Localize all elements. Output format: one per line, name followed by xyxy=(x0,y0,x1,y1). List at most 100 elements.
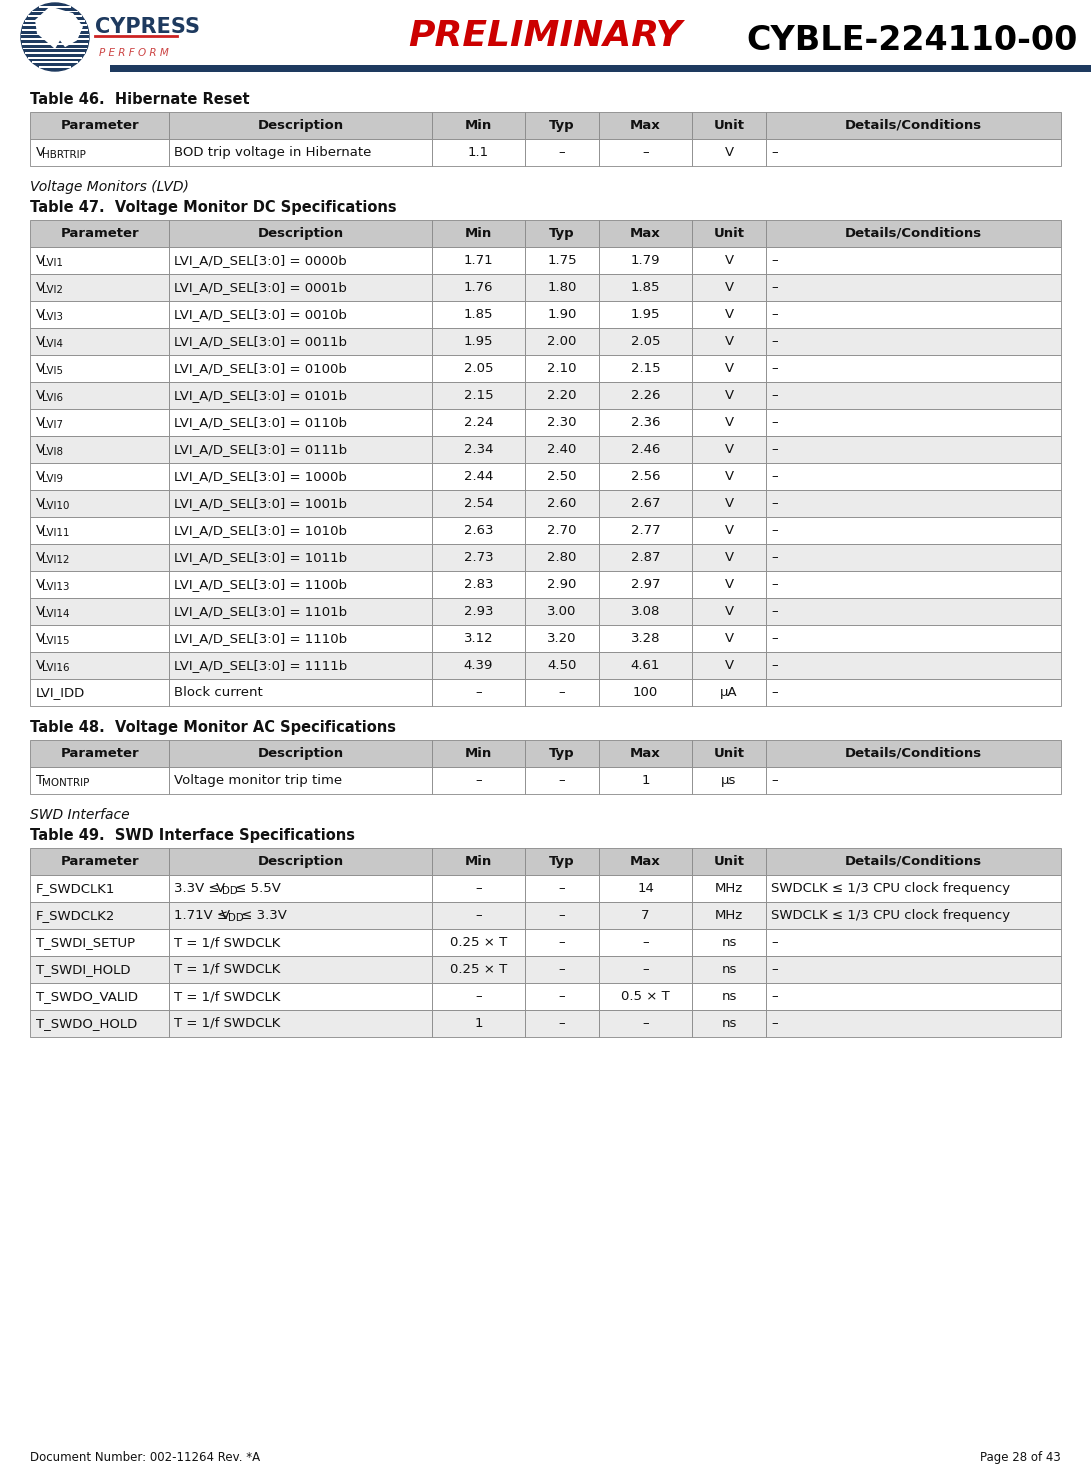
Bar xyxy=(169,517,432,544)
Bar xyxy=(599,464,692,490)
Text: 1.95: 1.95 xyxy=(464,335,493,348)
Bar xyxy=(599,875,692,902)
Bar xyxy=(599,355,692,382)
Bar xyxy=(0,0,1091,78)
Bar xyxy=(599,517,692,544)
Bar xyxy=(22,43,88,44)
Bar xyxy=(169,678,432,706)
Bar xyxy=(432,544,525,572)
Bar xyxy=(169,113,432,139)
Bar xyxy=(599,849,692,875)
Text: V: V xyxy=(724,469,733,483)
Text: Min: Min xyxy=(465,118,492,132)
Text: 14: 14 xyxy=(637,883,654,895)
Bar xyxy=(432,767,525,794)
Text: LVI_A/D_SEL[3:0] = 0010b: LVI_A/D_SEL[3:0] = 0010b xyxy=(175,308,347,321)
Text: 2.70: 2.70 xyxy=(548,524,577,538)
Text: LVI_A/D_SEL[3:0] = 0001b: LVI_A/D_SEL[3:0] = 0001b xyxy=(175,281,347,295)
Text: 2.20: 2.20 xyxy=(548,390,577,401)
Text: Details/Conditions: Details/Conditions xyxy=(846,118,982,132)
Text: LVI_A/D_SEL[3:0] = 0011b: LVI_A/D_SEL[3:0] = 0011b xyxy=(175,335,347,348)
Bar xyxy=(29,849,169,875)
Text: LVI_A/D_SEL[3:0] = 1011b: LVI_A/D_SEL[3:0] = 1011b xyxy=(175,551,347,564)
Bar xyxy=(432,849,525,875)
Bar xyxy=(169,355,432,382)
Text: 2.90: 2.90 xyxy=(548,578,577,591)
Bar xyxy=(525,464,599,490)
Text: 2.83: 2.83 xyxy=(464,578,493,591)
Text: BOD trip voltage in Hibernate: BOD trip voltage in Hibernate xyxy=(175,147,372,158)
Bar xyxy=(169,435,432,464)
Text: 2.40: 2.40 xyxy=(548,443,577,456)
Text: –: – xyxy=(771,443,778,456)
Bar xyxy=(692,625,766,652)
Text: 2.15: 2.15 xyxy=(631,361,660,375)
Bar xyxy=(29,327,169,355)
Text: 2.77: 2.77 xyxy=(631,524,660,538)
Bar xyxy=(599,740,692,767)
Text: V: V xyxy=(36,281,45,295)
Text: V: V xyxy=(36,606,45,618)
Text: –: – xyxy=(771,335,778,348)
Text: V: V xyxy=(36,659,45,672)
Text: V: V xyxy=(724,335,733,348)
Text: LVI14: LVI14 xyxy=(43,609,70,619)
Text: Parameter: Parameter xyxy=(60,855,139,868)
Text: 4.39: 4.39 xyxy=(464,659,493,672)
Bar xyxy=(692,301,766,327)
Bar xyxy=(599,544,692,572)
Text: LVI_A/D_SEL[3:0] = 1001b: LVI_A/D_SEL[3:0] = 1001b xyxy=(175,498,347,509)
Bar xyxy=(29,490,169,517)
Text: LVI_A/D_SEL[3:0] = 1100b: LVI_A/D_SEL[3:0] = 1100b xyxy=(175,578,347,591)
Bar xyxy=(525,382,599,409)
Bar xyxy=(692,327,766,355)
Text: Details/Conditions: Details/Conditions xyxy=(846,746,982,760)
Text: V: V xyxy=(36,524,45,538)
Bar xyxy=(169,572,432,598)
Text: –: – xyxy=(559,1017,565,1029)
Bar xyxy=(432,435,525,464)
Bar xyxy=(525,957,599,983)
Bar xyxy=(29,983,169,1010)
Bar xyxy=(766,849,1062,875)
Text: 4.61: 4.61 xyxy=(631,659,660,672)
Text: LVI1: LVI1 xyxy=(43,258,63,268)
Bar xyxy=(599,327,692,355)
Text: –: – xyxy=(559,989,565,1003)
Bar xyxy=(525,598,599,625)
Bar xyxy=(29,1010,169,1037)
Bar xyxy=(169,247,432,274)
Bar xyxy=(766,572,1062,598)
Text: 2.34: 2.34 xyxy=(464,443,493,456)
Bar xyxy=(692,849,766,875)
Text: V: V xyxy=(724,443,733,456)
Text: V: V xyxy=(36,632,45,646)
Text: SWDCLK ≤ 1/3 CPU clock frequency: SWDCLK ≤ 1/3 CPU clock frequency xyxy=(771,909,1010,923)
Text: 7: 7 xyxy=(642,909,650,923)
Bar xyxy=(525,767,599,794)
Bar xyxy=(29,572,169,598)
Text: T_SWDI_SETUP: T_SWDI_SETUP xyxy=(36,936,135,949)
Text: V: V xyxy=(36,308,45,321)
Text: LVI_A/D_SEL[3:0] = 0111b: LVI_A/D_SEL[3:0] = 0111b xyxy=(175,443,347,456)
Bar xyxy=(766,490,1062,517)
Text: 2.44: 2.44 xyxy=(464,469,493,483)
Text: 3.12: 3.12 xyxy=(464,632,493,646)
Bar xyxy=(29,929,169,957)
Text: LVI9: LVI9 xyxy=(43,474,63,484)
Bar xyxy=(766,652,1062,678)
Bar xyxy=(432,929,525,957)
Bar xyxy=(525,490,599,517)
Text: –: – xyxy=(771,390,778,401)
Bar xyxy=(169,875,432,902)
Bar xyxy=(525,139,599,166)
Bar xyxy=(29,652,169,678)
Bar xyxy=(29,355,169,382)
Text: ≤ 3.3V: ≤ 3.3V xyxy=(237,909,287,923)
Bar xyxy=(599,382,692,409)
Bar xyxy=(692,544,766,572)
Bar xyxy=(29,221,169,247)
Bar xyxy=(21,39,89,40)
Bar xyxy=(692,598,766,625)
Bar xyxy=(692,929,766,957)
